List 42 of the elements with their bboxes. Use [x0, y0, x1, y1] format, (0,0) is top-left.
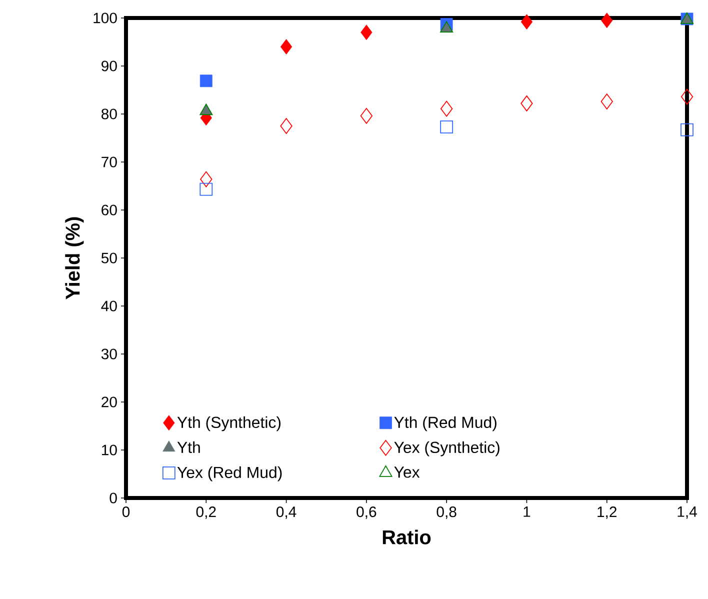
point — [360, 108, 373, 124]
x-tick-label: 1 — [524, 506, 530, 517]
x-tick-label: 0,8 — [436, 506, 456, 519]
x-tick-label: 0 — [122, 506, 130, 518]
y-tick-label: 10 — [102, 444, 117, 456]
point — [200, 171, 212, 188]
point — [200, 74, 212, 88]
x-tick-label: 0,4 — [276, 506, 296, 519]
point — [520, 14, 533, 30]
legend-label: Yex (Synthetic) — [394, 441, 500, 456]
point — [680, 123, 694, 136]
y-tick-label: 40 — [101, 300, 117, 312]
y-tick-label: 0 — [110, 492, 117, 504]
point — [440, 120, 454, 134]
y-tick-label: 30 — [101, 348, 117, 360]
point — [200, 182, 213, 196]
point — [680, 88, 694, 105]
y-tick-label: 60 — [102, 204, 117, 216]
y-tick-label: 70 — [102, 156, 117, 168]
x-tick-label: 0,2 — [196, 506, 216, 519]
point — [360, 24, 372, 40]
legend-label: Yth (Red Mud) — [394, 416, 496, 432]
point — [440, 100, 453, 117]
x-tick-label: 1,4 — [678, 506, 697, 519]
y-tick-label: 50 — [101, 252, 117, 264]
legend-label: Yex — [394, 466, 420, 478]
x-tick-label: 0,6 — [356, 506, 376, 519]
legend-label: Yth (Synthetic) — [177, 416, 280, 432]
y-tick-label: 20 — [102, 396, 117, 408]
point — [520, 95, 533, 112]
y-tick-label: 100 — [94, 12, 117, 24]
y-axis-title: Yield (%) — [65, 217, 84, 300]
legend-label: Yth — [177, 441, 200, 454]
point — [280, 39, 292, 54]
legend-label: Yex (Red Mud) — [177, 466, 282, 482]
x-tick-label: 1,2 — [598, 506, 616, 519]
point — [600, 94, 613, 110]
point — [601, 12, 613, 28]
y-tick-label: 90 — [102, 60, 117, 72]
x-axis-title: Ratio — [382, 530, 431, 544]
point — [280, 118, 292, 134]
y-tick-label: 80 — [102, 108, 117, 120]
